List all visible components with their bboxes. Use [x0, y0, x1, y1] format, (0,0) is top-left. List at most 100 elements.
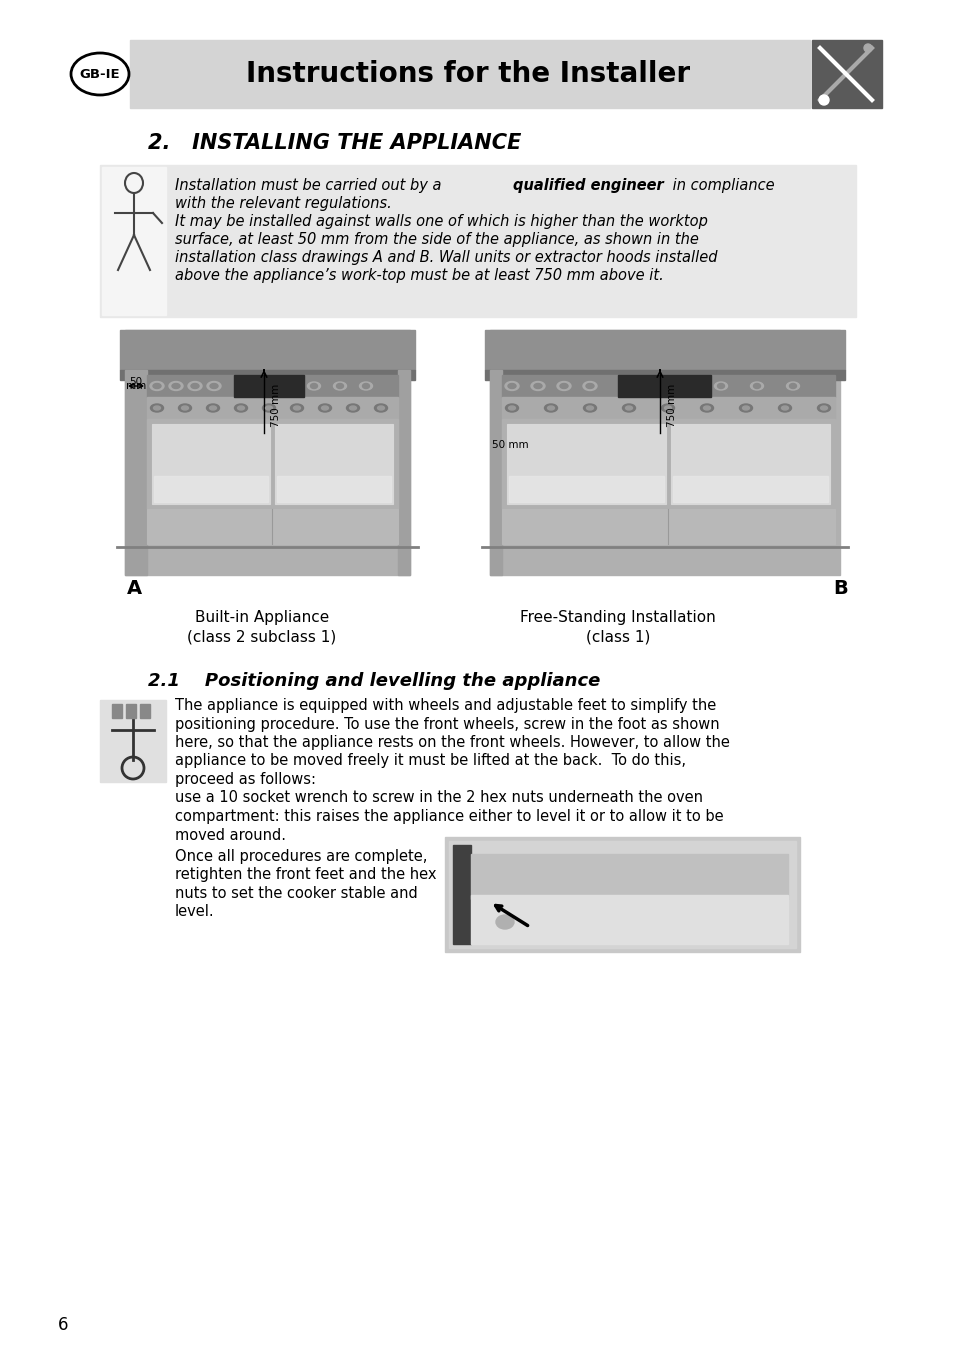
Ellipse shape: [181, 406, 189, 410]
Ellipse shape: [585, 384, 594, 388]
Text: Free-Standing Installation: Free-Standing Installation: [519, 610, 715, 625]
Ellipse shape: [336, 384, 343, 388]
Text: Once all procedures are complete,: Once all procedures are complete,: [174, 849, 427, 864]
Text: The appliance is equipped with wheels and adjustable feet to simplify the: The appliance is equipped with wheels an…: [174, 698, 716, 713]
Ellipse shape: [294, 406, 300, 410]
Bar: [618, 375, 710, 397]
Ellipse shape: [741, 406, 749, 410]
Bar: [147, 397, 397, 419]
Ellipse shape: [504, 381, 518, 391]
Ellipse shape: [739, 404, 752, 412]
Ellipse shape: [818, 95, 828, 105]
Bar: [397, 370, 410, 575]
Ellipse shape: [207, 381, 221, 391]
Ellipse shape: [789, 384, 796, 388]
Text: use a 10 socket wrench to screw in the 2 hex nuts underneath the oven: use a 10 socket wrench to screw in the 2…: [174, 791, 702, 806]
Bar: [811, 41, 882, 108]
Ellipse shape: [508, 406, 515, 410]
Bar: [125, 370, 147, 575]
Text: 6: 6: [58, 1315, 69, 1334]
Ellipse shape: [318, 404, 331, 412]
Ellipse shape: [359, 383, 372, 389]
Bar: [484, 330, 844, 370]
Text: mm: mm: [126, 381, 146, 391]
Ellipse shape: [150, 381, 164, 391]
Bar: [506, 425, 665, 504]
Text: nuts to set the cooker stable and: nuts to set the cooker stable and: [174, 886, 417, 900]
Bar: [130, 41, 809, 108]
Ellipse shape: [507, 384, 516, 388]
Ellipse shape: [291, 404, 303, 412]
Bar: [276, 476, 391, 502]
Ellipse shape: [700, 404, 713, 412]
Ellipse shape: [191, 384, 199, 388]
Bar: [672, 476, 827, 502]
Ellipse shape: [169, 381, 183, 391]
Ellipse shape: [817, 404, 830, 412]
Bar: [484, 370, 844, 380]
Text: Built-in Appliance: Built-in Appliance: [194, 610, 329, 625]
Ellipse shape: [778, 404, 791, 412]
Ellipse shape: [349, 406, 356, 410]
Ellipse shape: [377, 406, 384, 410]
Ellipse shape: [785, 383, 799, 389]
Ellipse shape: [664, 406, 671, 410]
Text: 750 mm: 750 mm: [271, 384, 281, 427]
Ellipse shape: [152, 384, 161, 388]
Text: installation class drawings A and B. Wall units or extractor hoods installed: installation class drawings A and B. Wal…: [174, 250, 717, 265]
Ellipse shape: [307, 383, 320, 389]
Bar: [100, 700, 166, 781]
Ellipse shape: [262, 404, 275, 412]
Bar: [125, 330, 410, 575]
Ellipse shape: [188, 381, 202, 391]
Text: It may be installed against walls one of which is higher than the worktop: It may be installed against walls one of…: [174, 214, 707, 228]
Ellipse shape: [505, 404, 518, 412]
Ellipse shape: [583, 404, 596, 412]
Ellipse shape: [544, 404, 557, 412]
Text: (class 1): (class 1): [585, 629, 650, 644]
Ellipse shape: [321, 406, 328, 410]
Ellipse shape: [622, 404, 635, 412]
Bar: [120, 370, 415, 380]
Bar: [140, 704, 150, 718]
Ellipse shape: [210, 384, 218, 388]
Ellipse shape: [153, 406, 160, 410]
Ellipse shape: [346, 404, 359, 412]
Ellipse shape: [781, 406, 788, 410]
Bar: [112, 704, 122, 718]
Bar: [126, 704, 136, 718]
Bar: [501, 397, 834, 419]
Text: positioning procedure. To use the front wheels, screw in the foot as shown: positioning procedure. To use the front …: [174, 717, 719, 731]
Ellipse shape: [820, 406, 826, 410]
Text: 2.1    Positioning and levelling the appliance: 2.1 Positioning and levelling the applia…: [148, 672, 599, 690]
Ellipse shape: [863, 45, 871, 51]
Bar: [509, 476, 663, 502]
Ellipse shape: [210, 406, 216, 410]
Bar: [120, 330, 415, 370]
Text: retighten the front feet and the hex: retighten the front feet and the hex: [174, 868, 436, 883]
Text: GB-IE: GB-IE: [80, 68, 120, 81]
Text: A: A: [127, 579, 142, 598]
Bar: [147, 375, 397, 397]
Ellipse shape: [310, 384, 317, 388]
Ellipse shape: [717, 384, 723, 388]
Ellipse shape: [362, 384, 369, 388]
Bar: [233, 375, 304, 397]
Bar: [100, 165, 855, 316]
Ellipse shape: [496, 915, 514, 929]
Text: 2.   INSTALLING THE APPLIANCE: 2. INSTALLING THE APPLIANCE: [148, 132, 521, 153]
Text: qualified engineer: qualified engineer: [513, 178, 663, 193]
Ellipse shape: [714, 383, 727, 389]
Ellipse shape: [531, 381, 544, 391]
Text: with the relevant regulations.: with the relevant regulations.: [174, 196, 392, 211]
Text: surface, at least 50 mm from the side of the appliance, as shown in the: surface, at least 50 mm from the side of…: [174, 233, 699, 247]
Ellipse shape: [660, 404, 674, 412]
Ellipse shape: [151, 404, 163, 412]
Ellipse shape: [750, 383, 762, 389]
Bar: [501, 375, 834, 397]
Text: in compliance: in compliance: [667, 178, 774, 193]
Bar: [274, 425, 393, 504]
Ellipse shape: [559, 384, 567, 388]
Ellipse shape: [172, 384, 180, 388]
Bar: [147, 508, 397, 544]
